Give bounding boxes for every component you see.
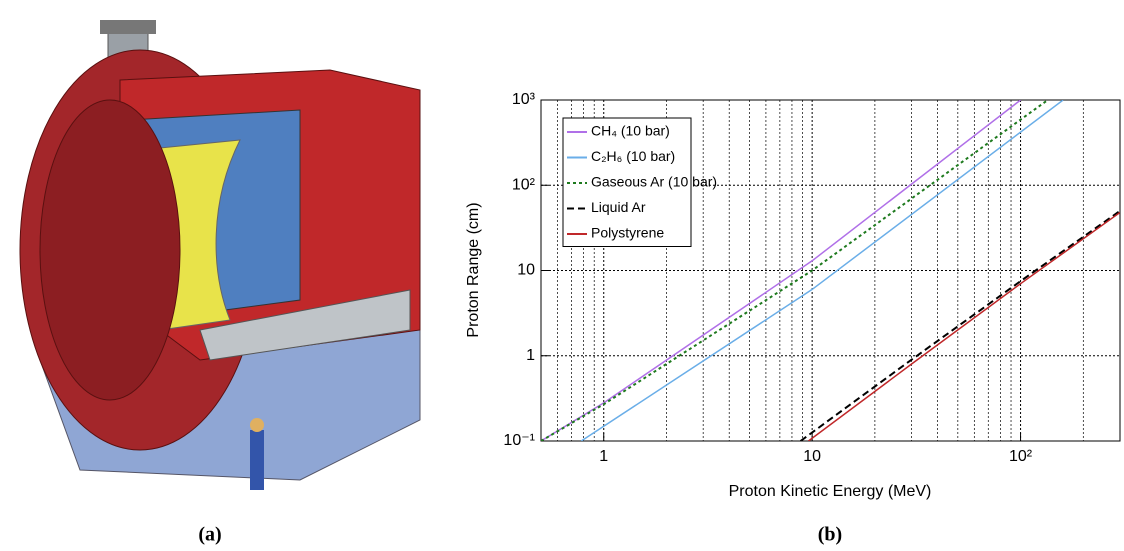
y-tick-label: 1: [526, 347, 535, 364]
legend-label: Liquid Ar: [591, 199, 646, 215]
legend-label: CH₄ (10 bar): [591, 123, 670, 139]
y-tick-label: 10³: [512, 91, 536, 108]
caption: (a): [198, 524, 221, 546]
y-axis-label: Proton Range (cm): [465, 202, 482, 337]
page: (a) (b) Proton Kinetic Energy (MeV) Prot…: [0, 0, 1124, 551]
series-line: [801, 211, 1120, 441]
detector-drawing: [20, 20, 420, 490]
legend-label: Polystyrene: [591, 225, 664, 241]
legend-label: C₂H₆ (10 bar): [591, 148, 675, 164]
x-tick-label: 10²: [1009, 448, 1033, 465]
x-axis-label: Proton Kinetic Energy (MeV): [729, 483, 932, 500]
x-tick-label: 10: [803, 448, 821, 465]
person: [250, 430, 264, 490]
person-head: [250, 418, 264, 432]
y-tick-label: 10: [517, 262, 535, 279]
caption: (b): [818, 524, 842, 546]
tower-top: [100, 20, 156, 34]
x-tick-label: 1: [599, 448, 608, 465]
end-ring: [40, 100, 180, 400]
y-tick-label: 10⁻¹: [503, 432, 535, 449]
figure: (a) (b) Proton Kinetic Energy (MeV) Prot…: [0, 0, 1124, 551]
y-tick-label: 10²: [512, 176, 536, 193]
legend-label: Gaseous Ar (10 bar): [591, 174, 717, 190]
series-line: [808, 212, 1120, 441]
